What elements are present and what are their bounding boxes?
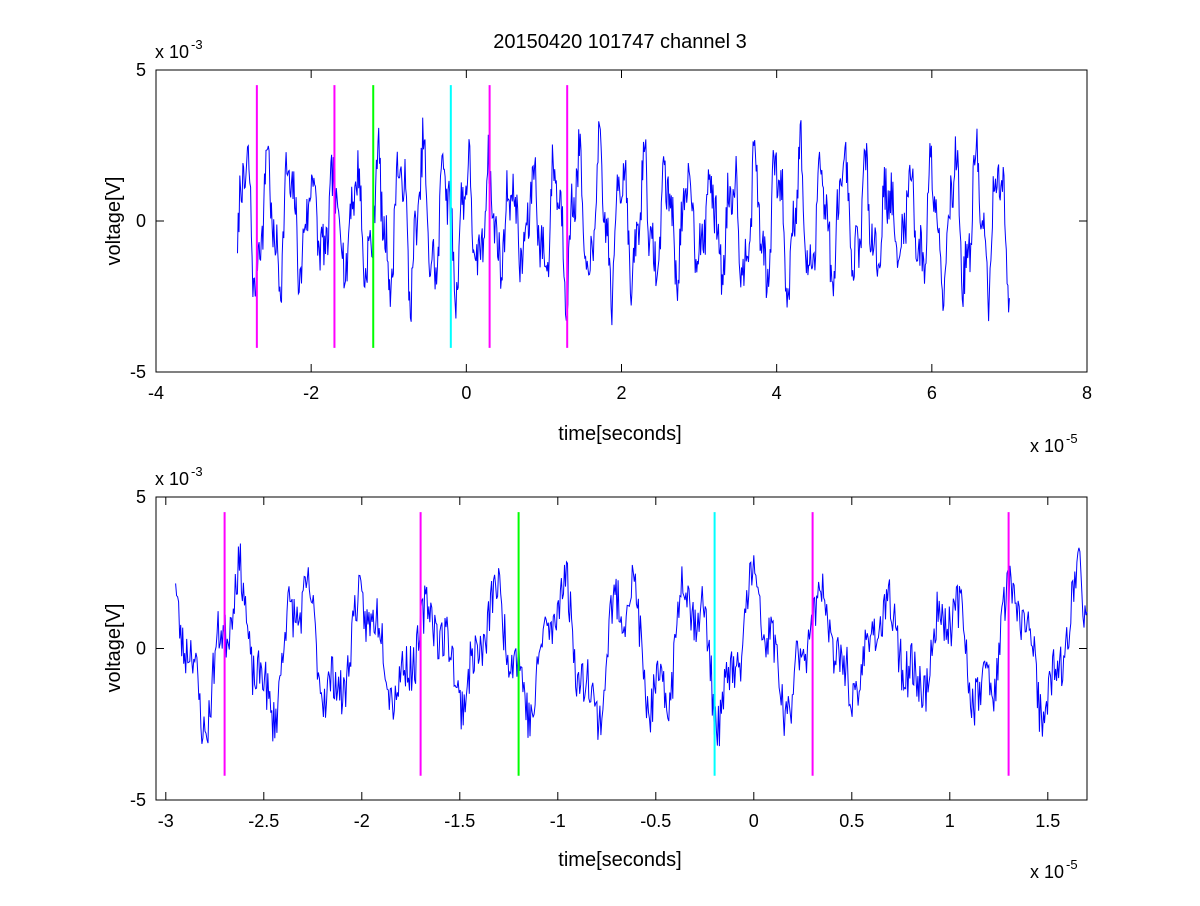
x-axis-label: time[seconds] bbox=[558, 423, 681, 445]
x-tick-label: 8 bbox=[1082, 383, 1092, 403]
x-tick-label: 0 bbox=[461, 383, 471, 403]
y-axis-label: voltage[V] bbox=[103, 604, 125, 693]
x-axis-label: time[seconds] bbox=[558, 849, 681, 871]
x-tick-label: 1.5 bbox=[1035, 811, 1060, 831]
x-tick-label: 0.5 bbox=[839, 811, 864, 831]
x-tick-label: -1.5 bbox=[444, 811, 475, 831]
y-multiplier-base: x 10 bbox=[155, 469, 189, 489]
x-multiplier: x 10 -5 bbox=[1030, 431, 1078, 456]
y-axis-label: voltage[V] bbox=[103, 177, 125, 266]
y-tick-label: 0 bbox=[136, 639, 146, 659]
x-tick-label: -2 bbox=[354, 811, 370, 831]
y-tick-label: -5 bbox=[130, 790, 146, 810]
x-tick-label: -1 bbox=[550, 811, 566, 831]
y-multiplier-exponent: -3 bbox=[191, 37, 203, 52]
y-multiplier-exponent: -3 bbox=[191, 464, 203, 479]
y-tick-label: 5 bbox=[136, 60, 146, 80]
x-tick-label: 4 bbox=[772, 383, 782, 403]
y-multiplier: x 10 -3 bbox=[155, 37, 203, 62]
x-tick-label: -2.5 bbox=[248, 811, 279, 831]
x-multiplier-exponent: -5 bbox=[1066, 431, 1078, 446]
x-tick-label: -3 bbox=[158, 811, 174, 831]
x-tick-label: 1 bbox=[945, 811, 955, 831]
x-multiplier: x 10 -5 bbox=[1030, 857, 1078, 882]
x-tick-label: 0 bbox=[749, 811, 759, 831]
bottom-chart: voltage[V] time[seconds] x 10 -3 x 10 -5 -… bbox=[103, 464, 1088, 882]
x-multiplier-exponent: -5 bbox=[1066, 857, 1078, 872]
y-tick-label: 0 bbox=[136, 211, 146, 231]
x-multiplier-base: x 10 bbox=[1030, 436, 1064, 456]
y-tick-label: 5 bbox=[136, 487, 146, 507]
x-tick-label: 6 bbox=[927, 383, 937, 403]
x-multiplier-base: x 10 bbox=[1030, 862, 1064, 882]
voltage-trace bbox=[175, 543, 1088, 747]
x-tick-label: -4 bbox=[148, 383, 164, 403]
x-tick-label: -2 bbox=[303, 383, 319, 403]
x-tick-label: 2 bbox=[616, 383, 626, 403]
top-chart: 20150420 101747 channel 3 voltage[V] tim… bbox=[103, 31, 1092, 456]
y-multiplier-base: x 10 bbox=[155, 42, 189, 62]
voltage-trace bbox=[237, 117, 1010, 326]
y-multiplier: x 10 -3 bbox=[155, 464, 203, 489]
y-tick-label: -5 bbox=[130, 362, 146, 382]
chart-title: 20150420 101747 channel 3 bbox=[493, 31, 747, 53]
x-tick-label: -0.5 bbox=[640, 811, 671, 831]
